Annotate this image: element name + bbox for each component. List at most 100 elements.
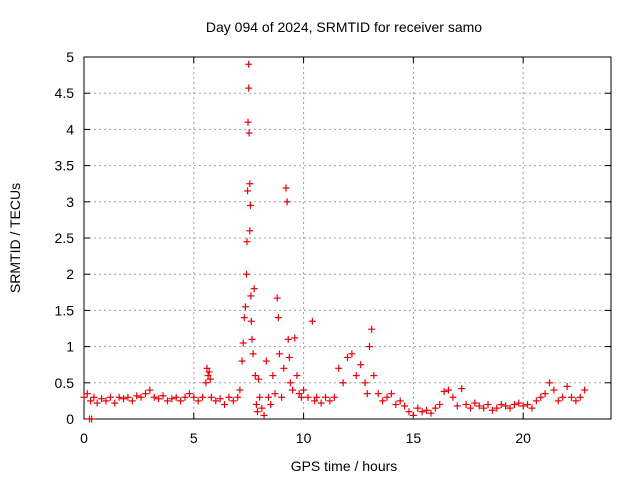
data-point: [199, 393, 207, 401]
data-point: [436, 401, 444, 409]
x-tick-label: 15: [406, 430, 422, 446]
data-point: [137, 393, 145, 401]
data-point: [471, 399, 479, 407]
data-point: [245, 60, 253, 68]
data-point: [285, 353, 293, 361]
data-point: [239, 339, 247, 347]
data-point: [267, 401, 275, 409]
data-point: [282, 184, 290, 192]
data-point: [250, 285, 258, 293]
data-point: [205, 368, 213, 376]
data-point: [458, 385, 466, 393]
data-point: [554, 397, 562, 405]
data-point: [291, 334, 299, 342]
data-point: [251, 372, 259, 380]
data-point: [247, 292, 255, 300]
data-point: [278, 393, 286, 401]
data-point: [326, 397, 334, 405]
data-point: [243, 238, 251, 246]
data-point: [185, 390, 193, 398]
data-point: [506, 404, 514, 412]
data-point: [368, 325, 376, 333]
data-point: [480, 404, 488, 412]
data-point: [172, 393, 180, 401]
data-point: [234, 393, 242, 401]
data-point: [264, 393, 272, 401]
data-point: [497, 401, 505, 409]
data-point: [115, 393, 123, 401]
y-axis-label: SRMTID / TECUs: [7, 183, 23, 293]
data-point: [286, 379, 294, 387]
plot-frame: [83, 56, 612, 420]
data-point: [258, 404, 266, 412]
data-point: [361, 379, 369, 387]
data-point: [155, 395, 163, 403]
data-point: [111, 399, 119, 407]
data-point: [204, 372, 212, 380]
y-tick-label: 0.5: [55, 375, 75, 391]
data-point: [159, 392, 167, 400]
data-point: [537, 393, 545, 401]
data-point: [550, 386, 558, 394]
data-point: [240, 314, 248, 322]
data-point: [581, 386, 589, 394]
data-point: [271, 390, 279, 398]
data-point: [87, 397, 95, 405]
data-point: [289, 386, 297, 394]
x-tick-label: 0: [80, 430, 88, 446]
data-point: [269, 372, 277, 380]
data-point: [524, 401, 532, 409]
data-point: [317, 399, 325, 407]
y-tick-label: 3: [66, 194, 74, 210]
data-point: [515, 399, 523, 407]
data-point: [146, 386, 154, 394]
data-point: [280, 364, 288, 372]
data-point: [212, 397, 220, 405]
data-point: [242, 270, 250, 278]
data-point: [519, 402, 527, 410]
data-point: [88, 415, 96, 423]
data-point: [273, 294, 281, 302]
data-point: [510, 401, 518, 409]
data-point: [168, 395, 176, 403]
y-tick-label: 1.5: [55, 302, 75, 318]
data-point: [247, 317, 255, 325]
data-point: [194, 397, 202, 405]
data-point: [311, 397, 319, 405]
data-point: [300, 386, 308, 394]
data-point: [401, 402, 409, 410]
data-point: [427, 409, 435, 417]
data-point: [252, 401, 260, 409]
data-point: [128, 397, 136, 405]
data-point: [330, 393, 338, 401]
data-point: [80, 393, 88, 401]
axis-ticks: [83, 56, 611, 420]
data-point: [229, 397, 237, 405]
data-point: [348, 350, 356, 358]
data-point: [203, 364, 211, 372]
data-point: [449, 393, 457, 401]
data-point: [106, 393, 114, 401]
data-point: [93, 399, 101, 407]
chart-title: Day 094 of 2024, SRMTID for receiver sam…: [206, 19, 482, 35]
data-point: [245, 129, 253, 137]
data-point: [466, 404, 474, 412]
data-point: [120, 395, 128, 403]
data-point: [150, 393, 158, 401]
data-point: [396, 397, 404, 405]
data-point: [256, 393, 264, 401]
data-point: [244, 187, 252, 195]
data-point: [335, 364, 343, 372]
data-point: [249, 350, 257, 358]
data-point: [392, 401, 400, 409]
data-point: [445, 386, 453, 394]
data-point: [295, 390, 303, 398]
data-point: [462, 401, 470, 409]
data-point: [308, 317, 316, 325]
data-point: [246, 227, 254, 235]
data-point: [322, 393, 330, 401]
grid-lines: [84, 57, 611, 419]
data-point: [414, 404, 422, 412]
data-point: [363, 390, 371, 398]
data-point: [339, 379, 347, 387]
